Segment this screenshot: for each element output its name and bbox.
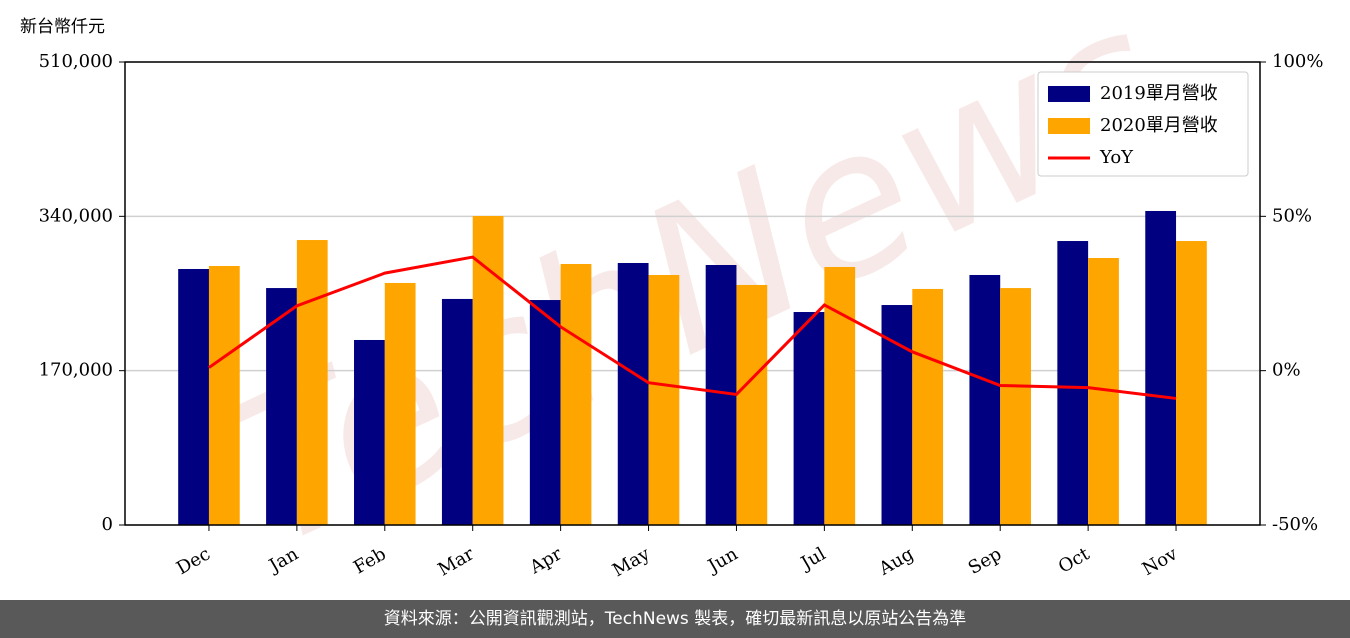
x-tick-label: Nov	[1139, 543, 1182, 580]
legend-box	[1037, 71, 1249, 177]
x-tick-label: Jun	[703, 543, 742, 578]
bar	[793, 312, 825, 525]
bar	[1145, 210, 1177, 526]
x-tick-label: Oct	[1055, 543, 1094, 578]
bar	[824, 266, 856, 525]
bar	[178, 268, 209, 525]
chart: 新台幣仟元 TechNews 0170,000340,000510,000-50…	[20, 0, 1323, 594]
bar	[384, 282, 416, 525]
x-tick-label: Aug	[875, 543, 918, 580]
bar	[881, 305, 913, 525]
y2-tick-label: 50%	[1272, 205, 1312, 226]
line	[208, 255, 1177, 400]
x-tick-label: Apr	[526, 543, 566, 578]
bar	[969, 274, 1001, 525]
x-tick-label: Mar	[434, 543, 478, 580]
y-tick-label: 340,000	[39, 205, 113, 226]
legend-label: 2019單月營收	[1100, 83, 1218, 104]
y2-tick-label: -50%	[1272, 514, 1318, 535]
bar	[529, 300, 561, 525]
x-tick-label: Sep	[965, 543, 1005, 578]
bar	[296, 240, 328, 525]
bar	[736, 284, 768, 525]
bar	[441, 298, 473, 525]
bar	[1176, 241, 1207, 525]
bar	[266, 288, 297, 525]
legend-label: YoY	[1099, 147, 1134, 168]
plot-frame	[124, 61, 1261, 526]
footer: 資料來源：公開資訊觀測站，TechNews 製表，確切最新訊息以原站公告為準	[0, 600, 1350, 638]
y2-tick-label: 100%	[1272, 51, 1323, 72]
legend-swatch	[1048, 118, 1090, 134]
bar	[912, 288, 944, 525]
bar	[1057, 241, 1089, 525]
bar	[617, 262, 649, 525]
bar	[1000, 288, 1031, 525]
x-tick-label: Jul	[796, 543, 830, 575]
x-tick-label: May	[609, 543, 654, 581]
legend-swatch	[1048, 86, 1090, 102]
bar	[648, 274, 680, 525]
bar	[354, 339, 385, 525]
x-tick-label: Dec	[173, 543, 214, 579]
legend-label: 2020單月營收	[1100, 115, 1218, 136]
y-tick-label: 510,000	[39, 51, 113, 72]
y-tick-label: 0	[102, 514, 113, 535]
bar	[560, 263, 592, 525]
y2-tick-label: 0%	[1272, 360, 1301, 381]
y-tick-label: 170,000	[39, 360, 113, 381]
y-axis-label: 新台幣仟元	[20, 17, 105, 37]
bar	[208, 265, 240, 525]
